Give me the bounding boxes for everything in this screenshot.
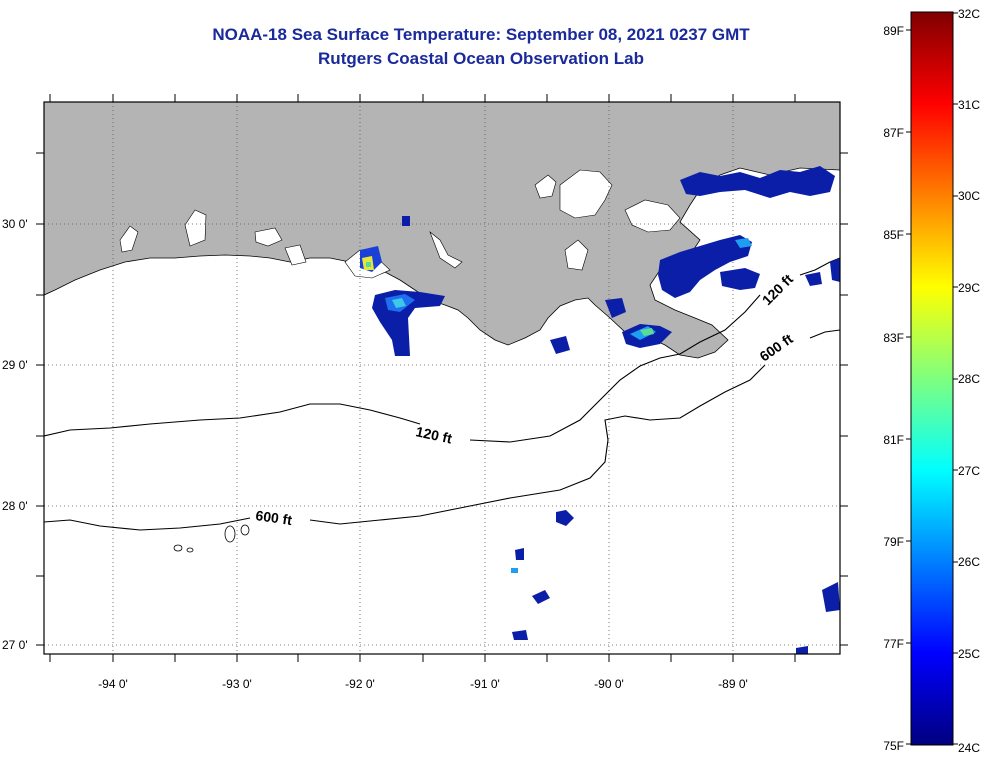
colorbar-c-label: 29C bbox=[958, 281, 980, 295]
axis-ticks bbox=[36, 94, 848, 662]
lake bbox=[184, 209, 207, 247]
contour-label: 120 ft bbox=[414, 423, 453, 446]
lake bbox=[284, 244, 307, 266]
lake bbox=[429, 231, 463, 269]
colorbar-f-label: 83F bbox=[883, 331, 904, 345]
lake bbox=[254, 227, 283, 247]
map-frame bbox=[43, 101, 841, 655]
contour-600ft bbox=[44, 329, 840, 531]
colorbar-c-label: 26C bbox=[958, 555, 980, 569]
colorbar-f-label: 75F bbox=[883, 739, 904, 753]
colorbar-c-label: 32C bbox=[958, 7, 980, 21]
colorbar-c-label: 31C bbox=[958, 98, 980, 112]
lon-label: -93 0' bbox=[222, 677, 252, 691]
lon-label: -94 0' bbox=[98, 677, 128, 691]
sst-data-pixels bbox=[360, 166, 840, 654]
colorbar-c-label: 28C bbox=[958, 372, 980, 386]
colorbar-f-label: 79F bbox=[883, 535, 904, 549]
lat-label: 27 0' bbox=[2, 638, 28, 652]
colorbar-c-label: 30C bbox=[958, 189, 980, 203]
lake bbox=[119, 225, 139, 253]
map-subtitle: Rutgers Coastal Ocean Observation Lab bbox=[318, 49, 644, 68]
lat-label: 30 0' bbox=[2, 217, 28, 231]
colorbar-c-label: 25C bbox=[958, 647, 980, 661]
land-mass bbox=[44, 102, 840, 359]
graticule bbox=[44, 102, 840, 654]
lake bbox=[564, 239, 589, 271]
lat-label: 29 0' bbox=[2, 358, 28, 372]
contour-islets bbox=[173, 524, 250, 553]
lon-label: -92 0' bbox=[345, 677, 375, 691]
colorbar-f-label: 87F bbox=[883, 126, 904, 140]
lake bbox=[624, 199, 681, 233]
colorbar-ticks bbox=[906, 12, 958, 745]
colorbar-f-label: 77F bbox=[883, 637, 904, 651]
colorbar-c-label: 27C bbox=[958, 464, 980, 478]
colorbar-c-label: 24C bbox=[958, 741, 980, 755]
lat-label: 28 0' bbox=[2, 499, 28, 513]
map-title: NOAA-18 Sea Surface Temperature: Septemb… bbox=[212, 25, 750, 44]
contour-label: 600 ft bbox=[255, 507, 294, 528]
colorbar bbox=[910, 11, 954, 746]
colorbar-f-label: 89F bbox=[883, 24, 904, 38]
lon-label: -90 0' bbox=[594, 677, 624, 691]
colorbar-f-label: 85F bbox=[883, 228, 904, 242]
colorbar-f-label: 81F bbox=[883, 433, 904, 447]
lon-label: -91 0' bbox=[470, 677, 500, 691]
lake bbox=[559, 169, 613, 219]
lake bbox=[534, 174, 557, 199]
lon-label: -89 0' bbox=[718, 677, 748, 691]
